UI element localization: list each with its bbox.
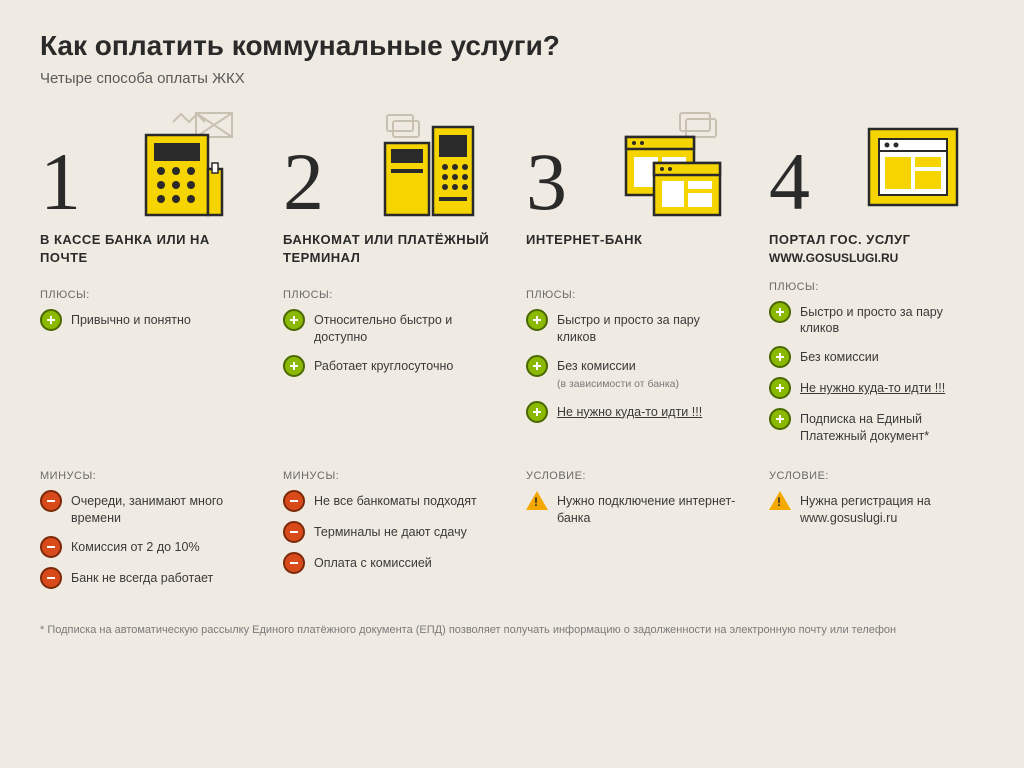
list-item: Не все банкоматы подходят bbox=[283, 490, 498, 512]
method-title: ИНТЕРНЕТ-БАНК bbox=[526, 231, 741, 273]
page-title: Как оплатить коммунальные услуги? bbox=[40, 30, 984, 62]
item-text: Без комиссии bbox=[800, 346, 879, 366]
plus-icon bbox=[769, 377, 791, 399]
footnote: * Подписка на автоматическую рассылку Ед… bbox=[40, 622, 984, 639]
cons-list: Очереди, занимают много времени Комиссия … bbox=[40, 490, 255, 589]
plus-icon bbox=[526, 401, 548, 423]
cond-list: Нужно подключение интернет-банка bbox=[526, 490, 741, 527]
pros-list: Привычно и понятно bbox=[40, 309, 255, 340]
method-3: 3 ИНТЕРНЕТ-БАНК ПЛЮСЫ: Быстро и просто з… bbox=[526, 107, 741, 604]
pros-label: ПЛЮСЫ: bbox=[283, 289, 498, 301]
gosuslugi-icon bbox=[810, 107, 984, 217]
minus-icon bbox=[283, 490, 305, 512]
item-text: Привычно и понятно bbox=[71, 309, 191, 329]
illustration-2: 2 bbox=[283, 107, 498, 217]
item-text: Работает круглосуточно bbox=[314, 355, 453, 375]
item-text: Нужна регистрация на www.gosuslugi.ru bbox=[800, 490, 984, 527]
plus-icon bbox=[769, 408, 791, 430]
item-text: Нужно подключение интернет-банка bbox=[557, 490, 741, 527]
pros-label: ПЛЮСЫ: bbox=[769, 281, 984, 293]
item-text: Оплата с комиссией bbox=[314, 552, 432, 572]
illustration-4: 4 bbox=[769, 107, 984, 217]
plus-icon bbox=[769, 346, 791, 368]
illustration-1: 1 bbox=[40, 107, 255, 217]
method-number: 4 bbox=[769, 147, 810, 217]
list-item: Банк не всегда работает bbox=[40, 567, 255, 589]
minus-icon bbox=[283, 552, 305, 574]
list-item: Подписка на Единый Платежный документ* bbox=[769, 408, 984, 445]
item-text: Банк не всегда работает bbox=[71, 567, 213, 587]
item-text: Не нужно куда-то идти !!! bbox=[800, 377, 945, 397]
list-item: Без комиссии(в зависимости от банка) bbox=[526, 355, 741, 392]
item-text: Не нужно куда-то идти !!! bbox=[557, 401, 702, 421]
warning-icon bbox=[769, 491, 791, 510]
method-1: 1 В КАССЕ БАНКА ИЛИ НА ПОЧТЕ ПЛЮСЫ: Прив… bbox=[40, 107, 255, 604]
method-title: ПОРТАЛ ГОС. УСЛУГ bbox=[769, 231, 984, 249]
minus-icon bbox=[40, 536, 62, 558]
method-number: 1 bbox=[40, 147, 81, 217]
method-url: WWW.GOSUSLUGI.RU bbox=[769, 251, 984, 265]
pros-list: Быстро и просто за пару кликов Без комисс… bbox=[526, 309, 741, 432]
method-4: 4 ПОРТАЛ ГОС. УСЛУГ WWW.GOSUSLUGI.RU ПЛЮ… bbox=[769, 107, 984, 604]
minus-icon bbox=[40, 490, 62, 512]
atm-icon bbox=[324, 107, 498, 217]
list-item: Не нужно куда-то идти !!! bbox=[769, 377, 984, 399]
pros-list: Относительно быстро и доступно Работает к… bbox=[283, 309, 498, 386]
item-text: Терминалы не дают сдачу bbox=[314, 521, 467, 541]
list-item: Быстро и просто за пару кликов bbox=[526, 309, 741, 346]
plus-icon bbox=[283, 309, 305, 331]
item-text: Быстро и просто за пару кликов bbox=[800, 301, 984, 338]
pros-list: Быстро и просто за пару кликов Без комисс… bbox=[769, 301, 984, 455]
item-text: Очереди, занимают много времени bbox=[71, 490, 255, 527]
cond-label: УСЛОВИЕ: bbox=[769, 470, 984, 482]
list-item: Терминалы не дают сдачу bbox=[283, 521, 498, 543]
list-item: Очереди, занимают много времени bbox=[40, 490, 255, 527]
cond-list: Нужна регистрация на www.gosuslugi.ru bbox=[769, 490, 984, 527]
cashier-icon bbox=[81, 107, 255, 217]
list-item: Работает круглосуточно bbox=[283, 355, 498, 377]
list-item: Относительно быстро и доступно bbox=[283, 309, 498, 346]
method-title: БАНКОМАТ ИЛИ ПЛАТЁЖНЫЙ ТЕРМИНАЛ bbox=[283, 231, 498, 273]
list-item: Нужна регистрация на www.gosuslugi.ru bbox=[769, 490, 984, 527]
list-item: Привычно и понятно bbox=[40, 309, 255, 331]
cons-label: МИНУСЫ: bbox=[40, 470, 255, 482]
method-2: 2 БАНКОМАТ ИЛИ ПЛАТЁЖНЫЙ ТЕРМИНАЛ ПЛЮСЫ:… bbox=[283, 107, 498, 604]
illustration-3: 3 bbox=[526, 107, 741, 217]
method-title: В КАССЕ БАНКА ИЛИ НА ПОЧТЕ bbox=[40, 231, 255, 273]
plus-icon bbox=[769, 301, 791, 323]
cond-label: УСЛОВИЕ: bbox=[526, 470, 741, 482]
minus-icon bbox=[283, 521, 305, 543]
item-text: Подписка на Единый Платежный документ* bbox=[800, 408, 984, 445]
warning-icon bbox=[526, 491, 548, 510]
plus-icon bbox=[526, 355, 548, 377]
page-subtitle: Четыре способа оплаты ЖКХ bbox=[40, 70, 984, 87]
minus-icon bbox=[40, 567, 62, 589]
list-item: Быстро и просто за пару кликов bbox=[769, 301, 984, 338]
item-text: Комиссия от 2 до 10% bbox=[71, 536, 200, 556]
list-item: Оплата с комиссией bbox=[283, 552, 498, 574]
pros-label: ПЛЮСЫ: bbox=[40, 289, 255, 301]
list-item: Не нужно куда-то идти !!! bbox=[526, 401, 741, 423]
item-text: Относительно быстро и доступно bbox=[314, 309, 498, 346]
plus-icon bbox=[526, 309, 548, 331]
cons-list: Не все банкоматы подходят Терминалы не да… bbox=[283, 490, 498, 574]
plus-icon bbox=[283, 355, 305, 377]
internet-bank-icon bbox=[567, 107, 741, 217]
list-item: Комиссия от 2 до 10% bbox=[40, 536, 255, 558]
method-number: 3 bbox=[526, 147, 567, 217]
methods-row: 1 В КАССЕ БАНКА ИЛИ НА ПОЧТЕ ПЛЮСЫ: Прив… bbox=[40, 107, 984, 604]
item-text: Быстро и просто за пару кликов bbox=[557, 309, 741, 346]
item-text: Без комиссии(в зависимости от банка) bbox=[557, 355, 679, 392]
method-number: 2 bbox=[283, 147, 324, 217]
list-item: Без комиссии bbox=[769, 346, 984, 368]
item-text: Не все банкоматы подходят bbox=[314, 490, 477, 510]
pros-label: ПЛЮСЫ: bbox=[526, 289, 741, 301]
plus-icon bbox=[40, 309, 62, 331]
cons-label: МИНУСЫ: bbox=[283, 470, 498, 482]
list-item: Нужно подключение интернет-банка bbox=[526, 490, 741, 527]
